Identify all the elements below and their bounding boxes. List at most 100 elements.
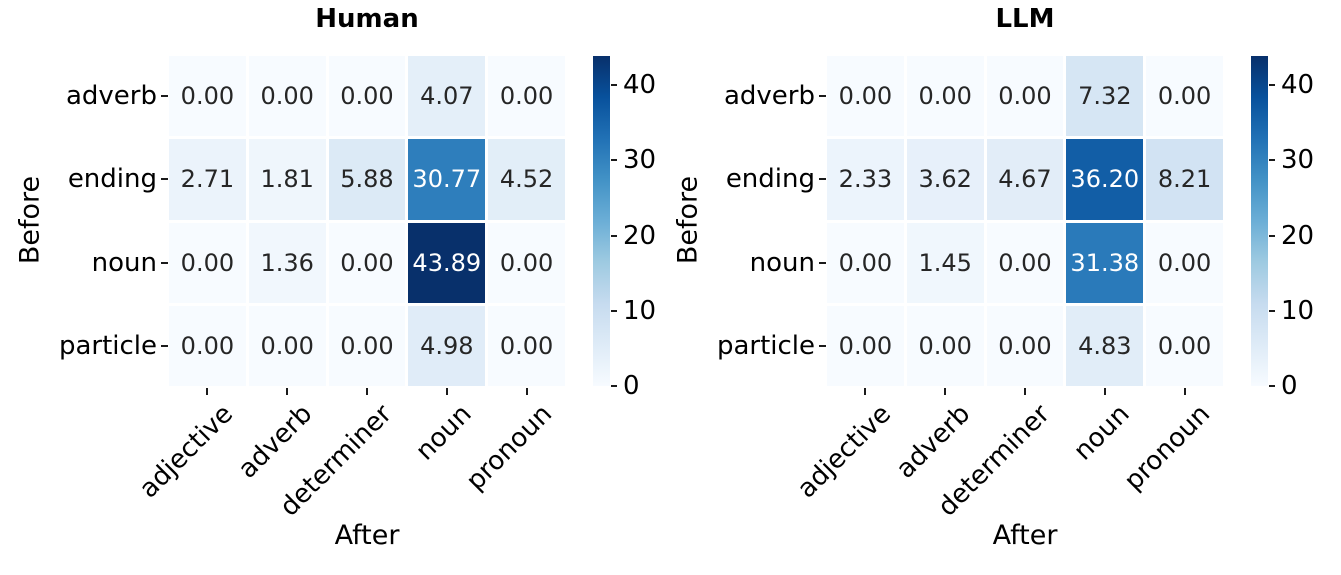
x-tick-label: pronoun	[460, 399, 558, 497]
heatmap-cell: 8.21	[1146, 139, 1223, 220]
x-tick-label: noun	[410, 399, 479, 467]
x-tick-label: adjective	[133, 399, 239, 505]
colorbar	[1251, 56, 1268, 386]
heatmap-cell: 0.00	[986, 305, 1064, 386]
heatmap-cell: 4.83	[1066, 305, 1144, 386]
heatmap-cell: 0.00	[328, 222, 406, 303]
heatmap-cell: 0.00	[328, 56, 406, 137]
x-tick-label: pronoun	[1118, 399, 1216, 497]
y-tick-mark	[819, 95, 826, 98]
heatmap-cell: 0.00	[488, 305, 565, 386]
colorbar-tick-mark	[1269, 84, 1275, 87]
heatmap-cell: 0.00	[906, 305, 984, 386]
heatmap-cell: 0.00	[248, 56, 326, 137]
heatmap-cell: 0.00	[986, 222, 1064, 303]
heatmap-cell: 30.77	[408, 139, 486, 220]
colorbar-tick-mark	[1269, 234, 1275, 237]
colorbar-tick-label: 40	[623, 70, 657, 101]
colorbar-tick-mark	[1269, 159, 1275, 162]
x-axis-label: After	[334, 520, 400, 551]
heatmap-cell: 2.33	[827, 139, 904, 220]
y-tick-mark	[161, 178, 168, 181]
heatmap-cell: 0.00	[906, 56, 984, 137]
colorbar-tick-mark	[1269, 309, 1275, 312]
y-tick-mark	[161, 95, 168, 98]
x-tick-mark	[1024, 388, 1026, 395]
heatmap-panel-human: Human Before adverb ending noun particle 0.…	[0, 0, 658, 575]
colorbar-tick-label: 20	[1281, 220, 1315, 251]
heatmap-cell: 36.20	[1066, 139, 1144, 220]
heatmap-cell: 0.00	[248, 305, 326, 386]
y-tick-label: ending	[725, 164, 815, 195]
colorbar-tick-label: 10	[623, 295, 657, 326]
heatmap-cell: 7.32	[1066, 56, 1144, 137]
colorbar-tick-label: 0	[1281, 371, 1298, 401]
y-tick-label: noun	[749, 247, 815, 278]
x-tick-mark	[286, 388, 289, 395]
y-tick-label: particle	[58, 330, 157, 361]
heatmap-cell: 4.07	[408, 56, 486, 137]
heatmap-cell: 0.00	[827, 222, 904, 303]
heatmap-cell: 31.38	[1066, 222, 1144, 303]
heatmap-grid: 0.00 0.00 0.00 4.07 0.00 2.71 1.81 5.88 30.77 4.5…	[169, 56, 565, 386]
colorbar-tick-label: 0	[623, 371, 640, 401]
colorbar-tick-mark	[611, 159, 617, 162]
y-tick-label: noun	[91, 247, 157, 278]
heatmap-grid: 0.00 0.00 0.00 7.32 0.00 2.33 3.62 4.67 36.20 8.2…	[827, 56, 1223, 386]
x-tick-mark	[366, 388, 368, 395]
chart-title: LLM	[995, 4, 1055, 34]
heatmap-cell: 0.00	[827, 305, 904, 386]
x-tick-mark	[1103, 388, 1106, 395]
heatmap-cell: 1.81	[248, 139, 326, 220]
y-tick-mark	[819, 344, 826, 347]
y-tick-mark	[819, 261, 826, 264]
x-tick-mark	[525, 388, 528, 395]
heatmap-cell: 3.62	[906, 139, 984, 220]
heatmap-cell: 0.00	[169, 305, 246, 386]
heatmap-cell: 4.52	[488, 139, 565, 220]
heatmap-panel-llm: LLM Before adverb ending noun particle 0.00…	[658, 0, 1316, 575]
x-tick-label: adjective	[791, 399, 897, 505]
heatmap-cell: 0.00	[1146, 56, 1223, 137]
heatmap-cell: 0.00	[1146, 222, 1223, 303]
heatmap-cell: 1.36	[248, 222, 326, 303]
colorbar-tick-label: 10	[1281, 295, 1315, 326]
x-tick-label: noun	[1068, 399, 1137, 467]
heatmap-cell: 0.00	[169, 56, 246, 137]
heatmap-cell: 0.00	[488, 56, 565, 137]
x-tick-mark	[944, 388, 947, 395]
colorbar-tick-mark	[611, 84, 617, 87]
y-tick-mark	[161, 261, 168, 264]
colorbar-tick-mark	[611, 309, 617, 312]
x-tick-mark	[445, 388, 448, 395]
y-tick-label: ending	[67, 164, 157, 195]
x-tick-mark	[864, 388, 867, 395]
heatmap-cell: 0.00	[827, 56, 904, 137]
heatmap-cell: 1.45	[906, 222, 984, 303]
colorbar	[593, 56, 610, 386]
heatmap-cell: 5.88	[328, 139, 406, 220]
heatmap-cell: 0.00	[169, 222, 246, 303]
heatmap-cell: 4.67	[986, 139, 1064, 220]
heatmap-cell: 43.89	[408, 222, 486, 303]
y-tick-mark	[161, 344, 168, 347]
heatmap-cell: 0.00	[488, 222, 565, 303]
heatmap-cell: 2.71	[169, 139, 246, 220]
y-tick-label: particle	[716, 330, 815, 361]
colorbar-tick-label: 20	[623, 220, 657, 251]
y-tick-mark	[819, 178, 826, 181]
x-tick-mark	[1183, 388, 1186, 395]
colorbar-tick-label: 30	[1281, 145, 1315, 176]
x-axis-label: After	[992, 520, 1058, 551]
colorbar-tick-mark	[1269, 385, 1275, 387]
chart-title: Human	[315, 4, 419, 34]
heatmap-cell: 0.00	[986, 56, 1064, 137]
heatmap-cell: 4.98	[408, 305, 486, 386]
colorbar-tick-mark	[611, 385, 617, 387]
y-tick-label: adverb	[723, 81, 815, 112]
x-tick-mark	[206, 388, 209, 395]
y-tick-label: adverb	[65, 81, 157, 112]
heatmap-cell: 0.00	[1146, 305, 1223, 386]
colorbar-tick-label: 40	[1281, 70, 1315, 101]
